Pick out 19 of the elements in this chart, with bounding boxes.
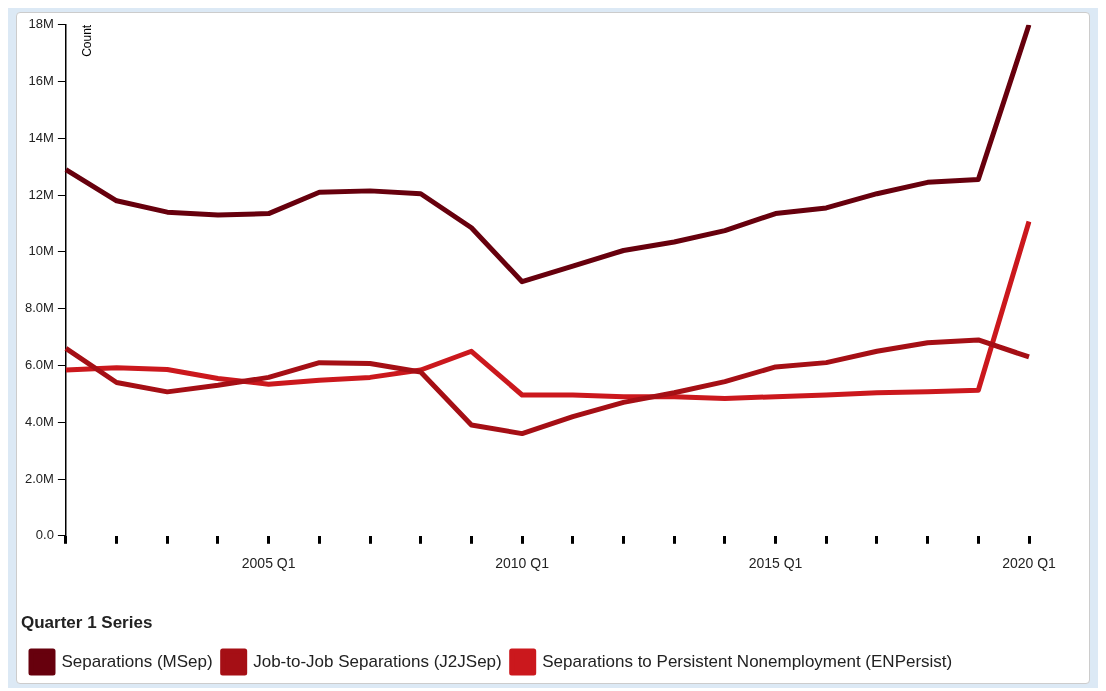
y-tick-label: 4.0M xyxy=(24,413,54,429)
legend-label: Job-to-Job Separations (J2JSep) xyxy=(253,651,502,671)
legend-label: Separations to Persistent Nonemployment (ENPersist) xyxy=(542,651,953,671)
y-tick-label: 12M xyxy=(28,186,54,202)
y-tick-label: 18M xyxy=(28,16,54,32)
y-tick-label: 14M xyxy=(28,129,54,145)
legend-title: Quarter 1 Series xyxy=(21,612,153,632)
x-tick-label: 2020 Q1 xyxy=(1002,555,1057,572)
x-tick-label: 2015 Q1 xyxy=(748,555,803,572)
y-tick-label: 8.0M xyxy=(24,300,54,316)
y-tick-label: 2.0M xyxy=(24,470,54,486)
x-tick-label: 2010 Q1 xyxy=(495,555,550,572)
y-tick-label: 10M xyxy=(28,243,54,259)
y-tick-label: 16M xyxy=(28,73,54,89)
x-tick-label: 2005 Q1 xyxy=(241,555,296,572)
y-tick-label: 0.0 xyxy=(35,527,54,543)
legend-label: Separations (MSep) xyxy=(61,651,213,671)
y-axis-title: Count xyxy=(80,24,95,57)
y-tick-label: 6.0M xyxy=(24,357,54,373)
